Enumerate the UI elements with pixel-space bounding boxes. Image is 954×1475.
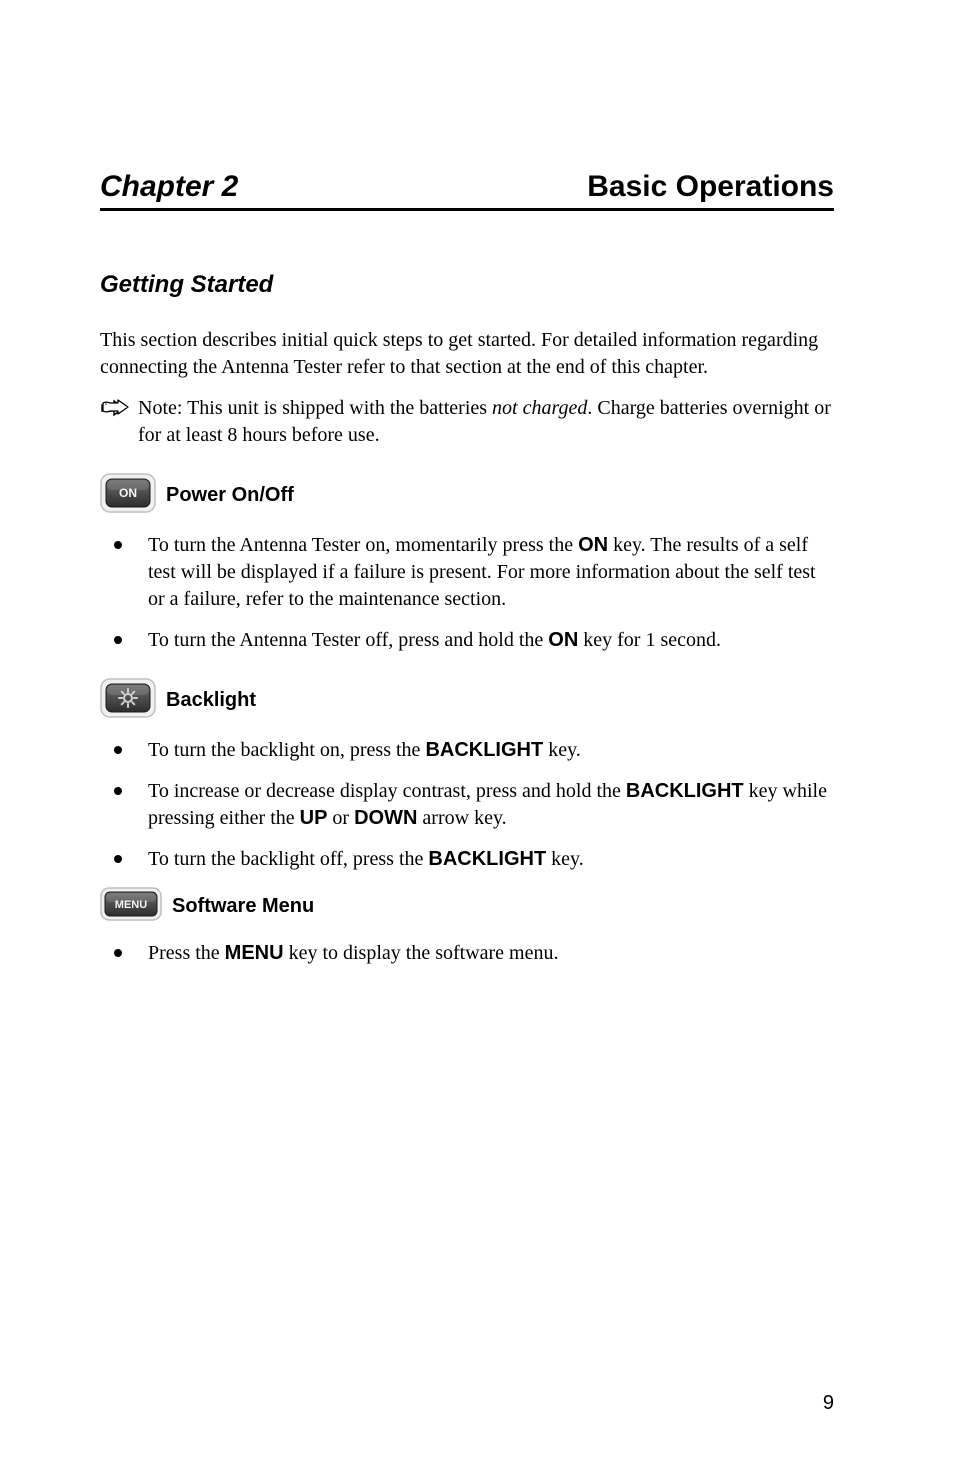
backlight-bullets: To turn the backlight on, press the BACK… (100, 737, 834, 873)
intro-paragraph: This section describes initial quick ste… (100, 327, 834, 381)
backlight-key-icon (100, 678, 156, 723)
text: or (327, 807, 354, 829)
bold: ON (578, 534, 608, 556)
power-heading: Power On/Off (166, 484, 294, 507)
note-row: Note: This unit is shipped with the batt… (100, 395, 834, 449)
text: To turn the Antenna Tester off, press an… (148, 629, 548, 651)
text: arrow key. (417, 807, 506, 829)
text: To turn the Antenna Tester on, momentari… (148, 534, 578, 556)
chapter-header: Chapter 2 Basic Operations (100, 170, 834, 211)
list-item: To turn the backlight on, press the BACK… (100, 737, 834, 764)
list-item: Press the MENU key to display the softwa… (100, 940, 834, 967)
note-prefix: Note: This unit is shipped with the batt… (138, 397, 492, 419)
chapter-left-title: Chapter 2 (100, 170, 238, 204)
pointing-hand-icon (100, 397, 130, 424)
text: key for 1 second. (578, 629, 721, 651)
text: key to display the software menu. (284, 942, 559, 964)
list-item: To turn the backlight off, press the BAC… (100, 846, 834, 873)
software-bullets: Press the MENU key to display the softwa… (100, 940, 834, 967)
svg-text:MENU: MENU (115, 899, 147, 911)
note-text: Note: This unit is shipped with the batt… (136, 395, 834, 449)
text: Press the (148, 942, 225, 964)
note-italic: not charged (492, 397, 587, 419)
bold: MENU (225, 942, 284, 964)
page: Chapter 2 Basic Operations Getting Start… (0, 0, 954, 1475)
page-number: 9 (823, 1392, 834, 1415)
text: To increase or decrease display contrast… (148, 780, 626, 802)
bold: BACKLIGHT (428, 848, 546, 870)
bold: BACKLIGHT (626, 780, 744, 802)
text: To turn the backlight off, press the (148, 848, 428, 870)
bold: DOWN (354, 807, 417, 829)
menu-key-icon: MENU (100, 887, 162, 926)
bold: ON (548, 629, 578, 651)
text: key. (543, 739, 581, 761)
chapter-right-title: Basic Operations (587, 170, 834, 204)
software-heading-row: MENU Software Menu (100, 887, 834, 926)
list-item: To turn the Antenna Tester off, press an… (100, 627, 834, 654)
bold: UP (300, 807, 328, 829)
power-heading-row: ON Power On/Off (100, 473, 834, 518)
power-bullets: To turn the Antenna Tester on, momentari… (100, 532, 834, 654)
bold: BACKLIGHT (425, 739, 543, 761)
software-heading: Software Menu (172, 895, 314, 918)
text: key. (546, 848, 584, 870)
svg-text:ON: ON (119, 486, 137, 500)
backlight-heading-row: Backlight (100, 678, 834, 723)
on-key-icon: ON (100, 473, 156, 518)
text: To turn the backlight on, press the (148, 739, 425, 761)
section-heading-getting-started: Getting Started (100, 271, 834, 299)
backlight-heading: Backlight (166, 689, 256, 712)
list-item: To increase or decrease display contrast… (100, 778, 834, 832)
list-item: To turn the Antenna Tester on, momentari… (100, 532, 834, 613)
